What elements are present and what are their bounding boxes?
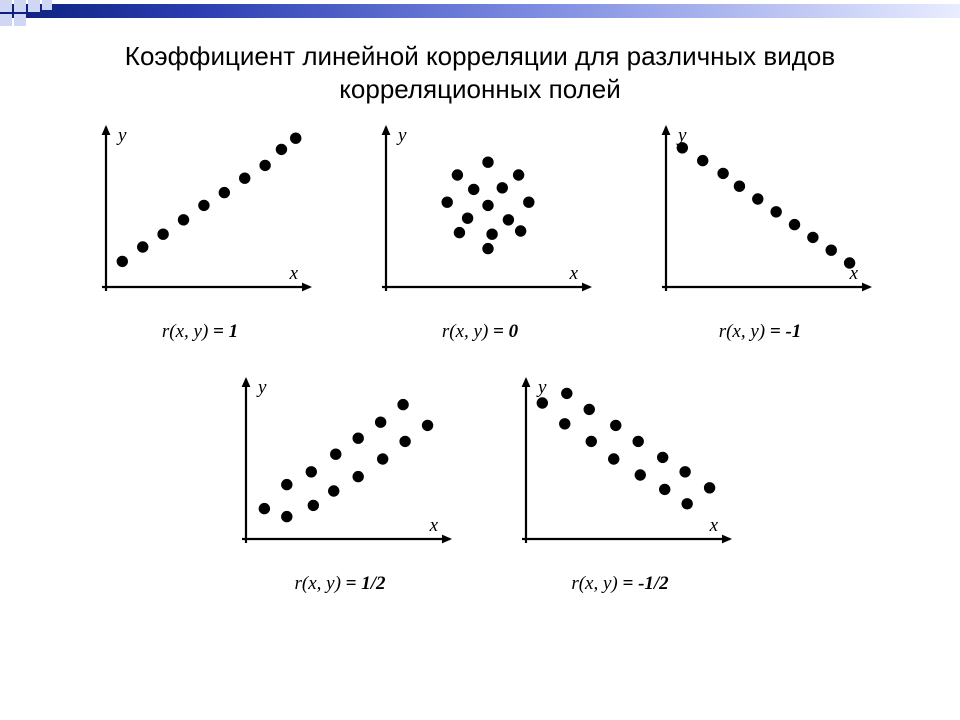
x-axis-label: x <box>429 515 439 536</box>
data-point <box>398 399 408 409</box>
slide-title-line1: Коэффициент линейной корреляции для разл… <box>30 40 930 73</box>
data-point <box>442 197 452 207</box>
scatter-panel-r1: yxr(x, y) = 1 <box>80 121 320 343</box>
data-point <box>462 213 472 223</box>
scatter-plot: yx <box>220 373 460 563</box>
data-point <box>260 160 270 170</box>
data-point <box>276 144 286 154</box>
scatter-panel-r_half: yxr(x, y) = 1/2 <box>220 373 460 595</box>
data-point <box>513 170 523 180</box>
slide-title: Коэффициент линейной корреляции для разл… <box>0 26 960 109</box>
data-point <box>282 479 292 489</box>
header-square <box>28 0 40 12</box>
data-point <box>826 245 836 255</box>
data-point <box>497 183 507 193</box>
panel-caption: r(x, y) = -1 <box>719 321 802 343</box>
scatter-plot: yx <box>500 373 740 563</box>
data-point <box>584 404 594 414</box>
data-point <box>331 449 341 459</box>
data-point <box>515 226 525 236</box>
data-point <box>117 256 127 266</box>
data-point <box>138 242 148 252</box>
data-point <box>677 143 687 153</box>
data-point <box>158 229 168 239</box>
scatter-plot: yx <box>80 121 320 311</box>
panel-caption: r(x, y) = 0 <box>442 321 518 343</box>
data-point <box>353 433 363 443</box>
data-point <box>483 243 493 253</box>
x-axis-label: x <box>709 515 719 536</box>
data-point <box>698 155 708 165</box>
data-point <box>718 168 728 178</box>
y-axis-label: y <box>396 125 407 146</box>
data-point <box>789 219 799 229</box>
header-square <box>0 14 12 26</box>
data-point <box>483 157 493 167</box>
data-point <box>657 452 667 462</box>
data-point <box>609 454 619 464</box>
data-point <box>377 454 387 464</box>
x-axis-label: x <box>569 263 579 284</box>
scatter-plot: yx <box>640 121 880 311</box>
data-point <box>178 215 188 225</box>
data-point <box>469 184 479 194</box>
data-point <box>560 419 570 429</box>
data-point <box>353 471 363 481</box>
data-point <box>524 197 534 207</box>
data-point <box>422 420 432 430</box>
header-decoration <box>0 0 960 26</box>
data-point <box>586 436 596 446</box>
panel-caption: r(x, y) = -1/2 <box>571 573 668 595</box>
data-point <box>259 503 269 513</box>
y-axis-label: y <box>116 125 127 146</box>
data-point <box>503 215 513 225</box>
data-point <box>291 133 301 143</box>
data-point <box>199 200 209 210</box>
data-point <box>680 467 690 477</box>
data-point <box>487 229 497 239</box>
header-square <box>0 0 12 12</box>
y-axis-label: y <box>256 377 267 398</box>
data-point <box>562 388 572 398</box>
charts-container: yxr(x, y) = 1yxr(x, y) = 0yxr(x, y) = -1… <box>0 109 960 595</box>
data-point <box>452 170 462 180</box>
scatter-panel-rm1: yx r(x, y) = -1 <box>640 121 880 343</box>
panel-caption: r(x, y) = 1/2 <box>294 573 385 595</box>
data-point <box>635 470 645 480</box>
data-point <box>329 486 339 496</box>
data-point <box>704 483 714 493</box>
data-point <box>844 258 854 268</box>
data-point <box>660 484 670 494</box>
data-point <box>753 194 763 204</box>
slide-title-line2: корреляционных полей <box>30 73 930 106</box>
data-point <box>682 499 692 509</box>
data-point <box>611 420 621 430</box>
data-point <box>308 500 318 510</box>
header-square <box>14 0 26 12</box>
data-point <box>734 181 744 191</box>
data-point <box>537 398 547 408</box>
scatter-plot: yx <box>360 121 600 311</box>
x-axis-label: x <box>289 263 299 284</box>
data-point <box>400 436 410 446</box>
data-point <box>375 417 385 427</box>
y-axis-label: y <box>536 377 547 398</box>
data-point <box>483 200 493 210</box>
data-point <box>282 511 292 521</box>
data-point <box>306 467 316 477</box>
data-point <box>633 436 643 446</box>
data-point <box>219 187 229 197</box>
panel-caption: r(x, y) = 1 <box>162 321 238 343</box>
header-square <box>14 14 26 26</box>
data-point <box>454 227 464 237</box>
data-point <box>808 232 818 242</box>
scatter-panel-r_mhalf: yxr(x, y) = -1/2 <box>500 373 740 595</box>
header-gradient-bar <box>0 4 960 18</box>
header-square <box>42 0 52 10</box>
data-point <box>240 173 250 183</box>
data-point <box>771 207 781 217</box>
scatter-panel-r0: yxr(x, y) = 0 <box>360 121 600 343</box>
